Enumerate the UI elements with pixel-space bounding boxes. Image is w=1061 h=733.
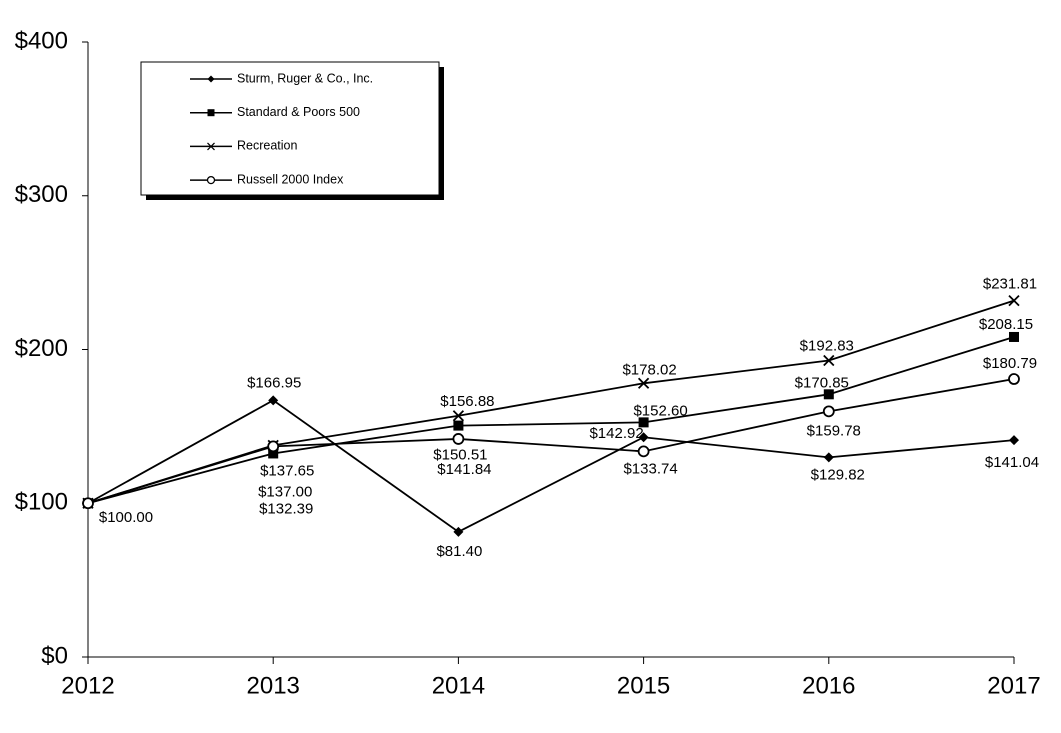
y-tick-label: $0 — [41, 642, 68, 669]
marker — [823, 354, 835, 367]
value-label: $100.00 — [99, 509, 153, 526]
marker — [452, 410, 465, 422]
marker — [823, 389, 834, 400]
value-label: $132.39 — [259, 500, 313, 517]
marker — [637, 445, 650, 458]
legend-box — [140, 61, 440, 196]
series-line — [87, 336, 1015, 505]
x-tick-label: 2012 — [61, 672, 114, 699]
value-label: $156.88 — [440, 393, 494, 410]
x-tick-label: 2016 — [802, 672, 855, 699]
value-label: $137.65 — [260, 462, 314, 479]
x-tick-label: 2017 — [987, 672, 1040, 699]
marker — [82, 497, 94, 510]
marker — [823, 452, 834, 463]
series-line — [87, 378, 1015, 505]
marker — [1009, 435, 1019, 446]
marker — [1008, 294, 1020, 307]
marker — [822, 405, 835, 418]
x-tick-label: 2014 — [432, 672, 485, 699]
legend-label: Russell 2000 Index — [237, 172, 344, 186]
value-label: $133.74 — [623, 460, 677, 477]
marker — [1009, 331, 1019, 342]
marker — [1008, 373, 1020, 385]
y-tick-label: $400 — [15, 27, 68, 54]
marker — [638, 432, 649, 443]
marker — [268, 395, 279, 406]
y-tick-label: $200 — [15, 335, 68, 362]
x-tick-label: 2015 — [617, 672, 670, 699]
value-label: $141.84 — [437, 461, 491, 478]
marker — [453, 420, 464, 431]
value-label: $180.79 — [983, 355, 1037, 372]
legend-label: Recreation — [237, 139, 297, 153]
marker — [637, 377, 650, 389]
value-label: $129.82 — [811, 466, 865, 483]
marker — [267, 440, 280, 453]
value-label: $166.95 — [247, 374, 301, 391]
value-label: $141.04 — [985, 454, 1039, 471]
marker — [206, 175, 216, 185]
marker — [452, 433, 465, 445]
legend-label: Sturm, Ruger & Co., Inc. — [237, 71, 373, 85]
x-tick-label: 2013 — [247, 672, 300, 699]
value-label: $152.60 — [633, 402, 687, 419]
value-label: $170.85 — [795, 374, 849, 391]
value-label: $178.02 — [622, 361, 676, 378]
value-label: $81.40 — [436, 543, 482, 560]
marker — [207, 142, 215, 151]
legend-label: Standard & Poors 500 — [237, 105, 360, 119]
value-label: $192.83 — [800, 337, 854, 354]
series-line — [87, 299, 1015, 505]
marker — [207, 75, 215, 83]
marker — [453, 526, 464, 537]
marker — [207, 109, 215, 117]
marker — [268, 448, 279, 459]
y-tick-label: $300 — [15, 181, 68, 208]
value-label: $231.81 — [983, 276, 1037, 293]
legend: Sturm, Ruger & Co., Inc. Standard & Poors… — [140, 61, 444, 200]
series-line — [87, 399, 1015, 533]
value-label: $142.92 — [589, 425, 643, 442]
value-label: $159.78 — [807, 422, 861, 439]
y-tick-label: $100 — [15, 489, 68, 516]
value-label: $208.15 — [979, 316, 1033, 333]
value-label: $137.00 — [258, 483, 312, 500]
marker — [638, 417, 649, 428]
value-label: $150.51 — [433, 447, 487, 464]
